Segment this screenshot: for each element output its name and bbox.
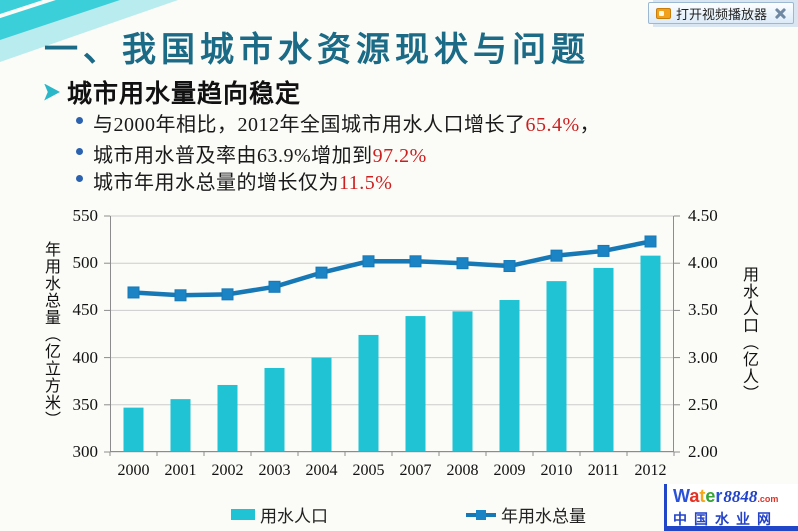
chart-legend: 用水人口 年用水总量 xyxy=(0,502,798,526)
bullet-highlight: 97.2% xyxy=(372,145,427,167)
x-tick-label: 2007 xyxy=(399,462,432,479)
left-tick-label: 500 xyxy=(72,253,99,273)
legend-label: 年用水总量 xyxy=(501,507,586,526)
bullet-dot-icon xyxy=(76,148,83,155)
bullet-text: 与2000年相比，2012年全国城市用水人口增长了65.4%， xyxy=(93,108,600,137)
logo-letter: a xyxy=(689,486,700,506)
x-tick-label: 2008 xyxy=(446,462,479,479)
bullet-dot-icon xyxy=(76,175,83,182)
x-tick-label: 2005 xyxy=(352,462,385,479)
legend-item-population: 用水人口 xyxy=(231,502,328,527)
legend-label: 用水人口 xyxy=(260,507,328,526)
bullet-text-post: ， xyxy=(579,114,601,136)
video-player-icon xyxy=(655,7,671,19)
bullet-highlight: 11.5% xyxy=(339,172,393,194)
left-tick-label: 300 xyxy=(72,442,99,461)
left-axis-title: 年用水总量（亿立方米） xyxy=(42,240,59,428)
bullet-item: 城市用水普及率由63.9%增加到97.2% xyxy=(76,139,427,168)
bullet-text-pre: 与2000年相比，2012年全国城市用水人口增长了 xyxy=(93,114,526,136)
section-heading-text: 城市用水量趋向稳定 xyxy=(67,81,302,108)
right-axis-ticks: 2.00 2.50 3.00 3.50 4.00 4.50 xyxy=(688,207,734,461)
open-video-player-button[interactable]: 打开视频播放器 xyxy=(647,2,794,24)
logo-letter: r xyxy=(715,486,723,506)
line-legend-marker xyxy=(466,509,496,521)
left-tick-label: 400 xyxy=(72,347,99,367)
left-tick-label: 450 xyxy=(72,300,99,320)
bullet-text: 城市用水普及率由63.9%增加到97.2% xyxy=(93,139,427,168)
logo-number: 8848 xyxy=(723,487,758,506)
open-video-player-label: 打开视频播放器 xyxy=(675,6,767,22)
close-icon[interactable] xyxy=(774,7,786,19)
x-tick-label: 2011 xyxy=(587,462,620,479)
corner-swoosh-decoration xyxy=(0,0,200,70)
logo-subtitle: 中国水业网 xyxy=(673,511,778,527)
x-axis-labels: 2000 2001 2002 2003 2004 2005 2007 2008 2009 2010… xyxy=(110,462,674,484)
chart-plot-area xyxy=(104,215,680,456)
logo-domain: .com xyxy=(757,494,779,504)
right-tick-label: 4.00 xyxy=(688,253,718,273)
combo-chart xyxy=(104,215,680,456)
bullet-highlight: 65.4% xyxy=(525,114,580,136)
left-tick-label: 350 xyxy=(72,394,99,414)
logo-wordmark: Water 8848 .com xyxy=(673,486,794,507)
bullet-item: 城市年用水总量的增长仅为11.5% xyxy=(76,166,392,195)
right-tick-label: 2.50 xyxy=(688,394,718,414)
page-title: 一、我国城市水资源现状与问题 xyxy=(44,32,590,69)
bullet-text-pre: 城市年用水总量的增长仅为 xyxy=(93,172,339,194)
video-button-strip: 打开视频播放器 xyxy=(647,0,798,27)
right-tick-label: 3.50 xyxy=(688,300,718,320)
bullet-text: 城市年用水总量的增长仅为11.5% xyxy=(93,166,392,195)
logo-letter: e xyxy=(705,486,716,506)
bar-legend-swatch xyxy=(231,509,255,520)
x-tick-label: 2003 xyxy=(258,462,291,479)
right-axis-title: 用水人口（亿人） xyxy=(740,266,757,402)
section-heading: 城市用水量趋向稳定 xyxy=(42,74,301,110)
x-tick-label: 2009 xyxy=(493,462,526,479)
x-tick-label: 2004 xyxy=(305,462,338,479)
right-tick-label: 4.50 xyxy=(688,206,718,225)
left-tick-label: 550 xyxy=(72,206,99,225)
left-axis-ticks: 300 350 400 450 500 550 xyxy=(56,207,99,461)
bullet-dot-icon xyxy=(76,117,83,124)
x-tick-label: 2002 xyxy=(211,462,244,479)
bullet-text-pre: 城市用水普及率由63.9%增加到 xyxy=(93,145,373,167)
right-tick-label: 3.00 xyxy=(688,347,718,367)
bullet-item: 与2000年相比，2012年全国城市用水人口增长了65.4%， xyxy=(76,108,600,137)
logo-letter: t xyxy=(699,486,706,506)
x-tick-label: 2000 xyxy=(117,462,150,479)
legend-item-total-water: 年用水总量 xyxy=(466,502,586,527)
right-tick-label: 2.00 xyxy=(688,442,718,461)
water8848-watermark[interactable]: Water 8848 .com 中国水业网 xyxy=(664,484,798,531)
logo-word-water: Water xyxy=(673,486,722,507)
x-tick-label: 2012 xyxy=(634,462,667,479)
x-tick-label: 2010 xyxy=(540,462,573,479)
arrow-bullet-icon xyxy=(44,83,60,101)
x-tick-label: 2001 xyxy=(164,462,197,479)
logo-letter: W xyxy=(673,486,690,506)
